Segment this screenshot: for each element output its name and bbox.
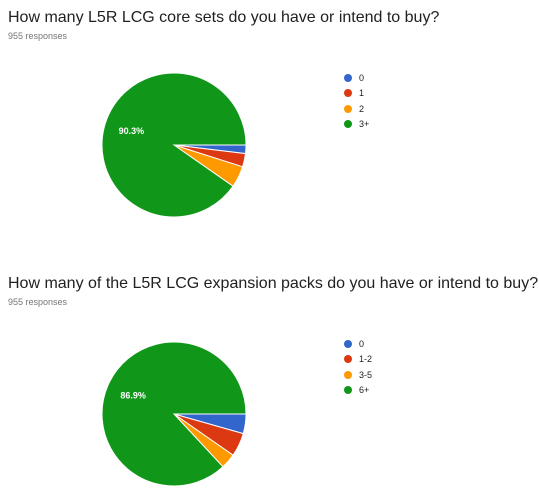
- pie-slice-3: [101, 72, 247, 218]
- legend-item-2: 2: [344, 101, 369, 117]
- legend-item-0: 0: [344, 336, 372, 352]
- legend-swatch: [344, 104, 352, 113]
- legend-swatch: [344, 355, 352, 364]
- legend-item-3: 3+: [344, 117, 369, 133]
- legend-label: 3+: [359, 119, 370, 130]
- legend-label: 6+: [359, 385, 370, 396]
- legend-item-3-5: 3-5: [344, 367, 372, 383]
- legend-swatch: [344, 339, 352, 348]
- legend-swatch: [344, 120, 352, 129]
- pie-slice-6: [101, 341, 247, 487]
- response-count: 955 responses: [8, 297, 68, 307]
- slice-data-label: 90.3%: [119, 126, 145, 136]
- chart-title: How many L5R LCG core sets do you have o…: [8, 9, 440, 26]
- chart-title: How many of the L5R LCG expansion packs …: [8, 275, 539, 292]
- legend-swatch: [344, 370, 352, 379]
- legend-label: 1: [359, 88, 365, 99]
- chart-panel-expansion-packs: How many of the L5R LCG expansion packs …: [0, 266, 539, 498]
- legend-swatch: [344, 386, 352, 395]
- legend-label: 0: [359, 72, 365, 83]
- legend-label: 3-5: [359, 369, 373, 380]
- slice-data-label: 86.9%: [120, 391, 146, 401]
- legend-label: 0: [359, 338, 365, 349]
- legend-item-1-2: 1-2: [344, 352, 372, 368]
- chart-legend: 0 1-2 3-5 6+: [344, 336, 372, 398]
- response-count: 955 responses: [8, 31, 68, 41]
- legend-item-1: 1: [344, 86, 369, 102]
- pie-chart: 90.3%: [101, 72, 247, 218]
- legend-label: 2: [359, 103, 365, 114]
- legend-label: 1-2: [359, 354, 373, 365]
- chart-legend: 0 1 2 3+: [344, 70, 369, 132]
- legend-item-6: 6+: [344, 383, 372, 399]
- legend-item-0: 0: [344, 70, 369, 86]
- pie-chart: 86.9%: [101, 341, 247, 487]
- chart-panel-core-sets: How many L5R LCG core sets do you have o…: [8, 9, 440, 218]
- legend-swatch: [344, 73, 352, 82]
- legend-swatch: [344, 89, 352, 98]
